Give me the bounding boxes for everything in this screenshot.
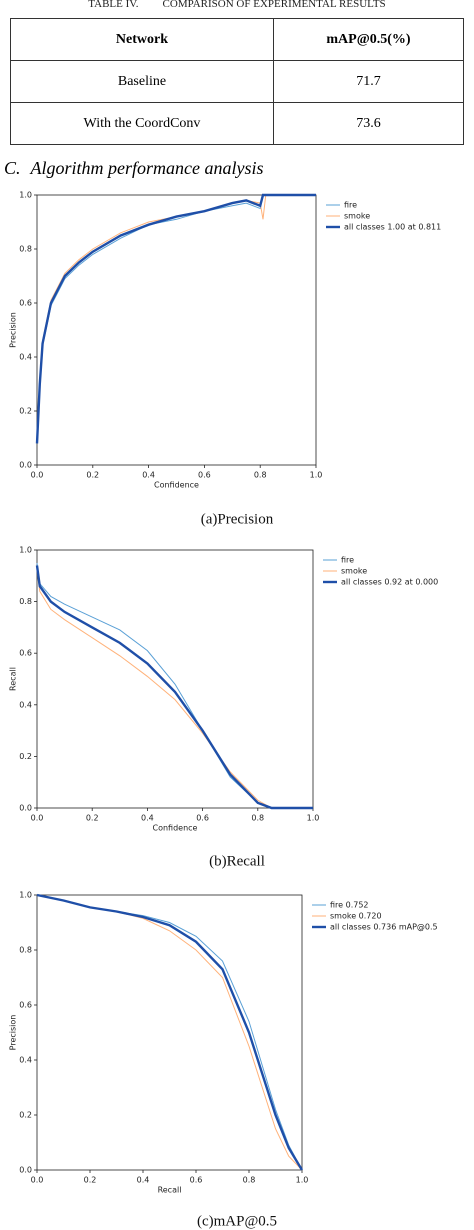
x-tick-label: 0.2	[86, 814, 99, 823]
x-tick-label: 0.0	[31, 1176, 44, 1185]
series-line	[36, 568, 313, 809]
figure-caption: (c)mAP@0.5	[197, 1213, 277, 1229]
x-tick-label: 1.0	[307, 814, 320, 823]
y-tick-label: 1.0	[19, 546, 32, 555]
x-tick-label: 0.8	[254, 471, 267, 480]
y-tick-label: 0.2	[19, 407, 32, 416]
legend-label: all classes 0.92 at 0.000	[341, 578, 438, 587]
header-cell: mAP@0.5(%)	[272, 18, 465, 61]
y-tick-label: 0.2	[19, 752, 32, 761]
series-line	[36, 894, 303, 1171]
y-tick-label: 0.6	[19, 299, 32, 308]
section-number: C.	[4, 158, 21, 178]
cell: 73.6	[272, 102, 465, 145]
caption-label: TABLE IV.	[88, 0, 139, 10]
series-line	[36, 194, 316, 444]
legend-label: all classes 0.736 mAP@0.5	[330, 923, 438, 932]
x-axis-label: Confidence	[154, 481, 199, 490]
x-tick-label: 0.2	[86, 471, 99, 480]
y-tick-label: 0.8	[19, 597, 32, 606]
y-tick-label: 0.2	[19, 1111, 32, 1120]
caption-text: COMPARISON OF EXPERIMENTAL RESULTS	[162, 0, 386, 10]
x-axis-label: Confidence	[153, 824, 198, 833]
y-tick-label: 1.0	[19, 191, 32, 200]
series-line	[35, 565, 313, 810]
x-tick-label: 0.2	[84, 1176, 97, 1185]
cell: 71.7	[272, 60, 465, 103]
y-axis-label: Recall	[9, 667, 18, 691]
series-line	[36, 894, 303, 1171]
x-tick-label: 1.0	[296, 1176, 309, 1185]
x-axis-label: Recall	[158, 1186, 182, 1195]
y-tick-label: 0.8	[19, 946, 32, 955]
figure-caption: (b)Recall	[209, 853, 265, 869]
legend-label: smoke	[344, 212, 370, 221]
section-title: Algorithm performance analysis	[30, 158, 264, 178]
x-tick-label: 0.6	[198, 471, 211, 480]
legend-label: all classes 1.00 at 0.811	[344, 223, 441, 232]
plot-frame	[36, 194, 317, 466]
legend-label: smoke 0.720	[330, 912, 382, 921]
y-tick-label: 1.0	[19, 891, 32, 900]
y-tick-label: 0.8	[19, 245, 32, 254]
series-line	[36, 893, 304, 1171]
y-axis-label: Precision	[9, 1015, 18, 1051]
header-cell: Network	[10, 18, 274, 61]
x-tick-label: 0.4	[137, 1176, 150, 1185]
plot-frame	[36, 894, 303, 1171]
y-tick-label: 0.4	[19, 700, 32, 709]
y-tick-label: 0.0	[19, 1166, 32, 1175]
legend-label: fire	[344, 201, 357, 210]
series-line	[36, 194, 316, 441]
legend-label: fire	[341, 556, 354, 565]
legend-label: fire 0.752	[330, 901, 369, 910]
y-tick-label: 0.6	[19, 649, 32, 658]
plot-frame	[36, 549, 314, 809]
table-caption: TABLE IV. COMPARISON OF EXPERIMENTAL RESU…	[0, 0, 474, 10]
y-tick-label: 0.0	[19, 804, 32, 813]
x-tick-label: 0.6	[196, 814, 209, 823]
series-line	[36, 562, 313, 809]
y-tick-label: 0.6	[19, 1001, 32, 1010]
section-heading: C. Algorithm performance analysis	[4, 158, 274, 179]
x-tick-label: 0.8	[251, 814, 264, 823]
x-tick-label: 0.4	[142, 471, 155, 480]
figure-caption: (a)Precision	[201, 511, 274, 527]
series-line	[35, 193, 316, 444]
x-tick-label: 0.8	[243, 1176, 256, 1185]
y-tick-label: 0.4	[19, 353, 32, 362]
legend-label: smoke	[341, 567, 367, 576]
y-tick-label: 0.0	[19, 461, 32, 470]
x-tick-label: 1.0	[310, 471, 323, 480]
y-axis-label: Precision	[9, 312, 18, 348]
cell: With the CoordConv	[10, 102, 274, 145]
x-tick-label: 0.0	[31, 814, 44, 823]
x-tick-label: 0.0	[31, 471, 44, 480]
x-tick-label: 0.6	[190, 1176, 203, 1185]
x-tick-label: 0.4	[141, 814, 154, 823]
y-tick-label: 0.4	[19, 1056, 32, 1065]
results-table: Network mAP@0.5(%) Baseline 71.7 With the …	[10, 18, 465, 145]
